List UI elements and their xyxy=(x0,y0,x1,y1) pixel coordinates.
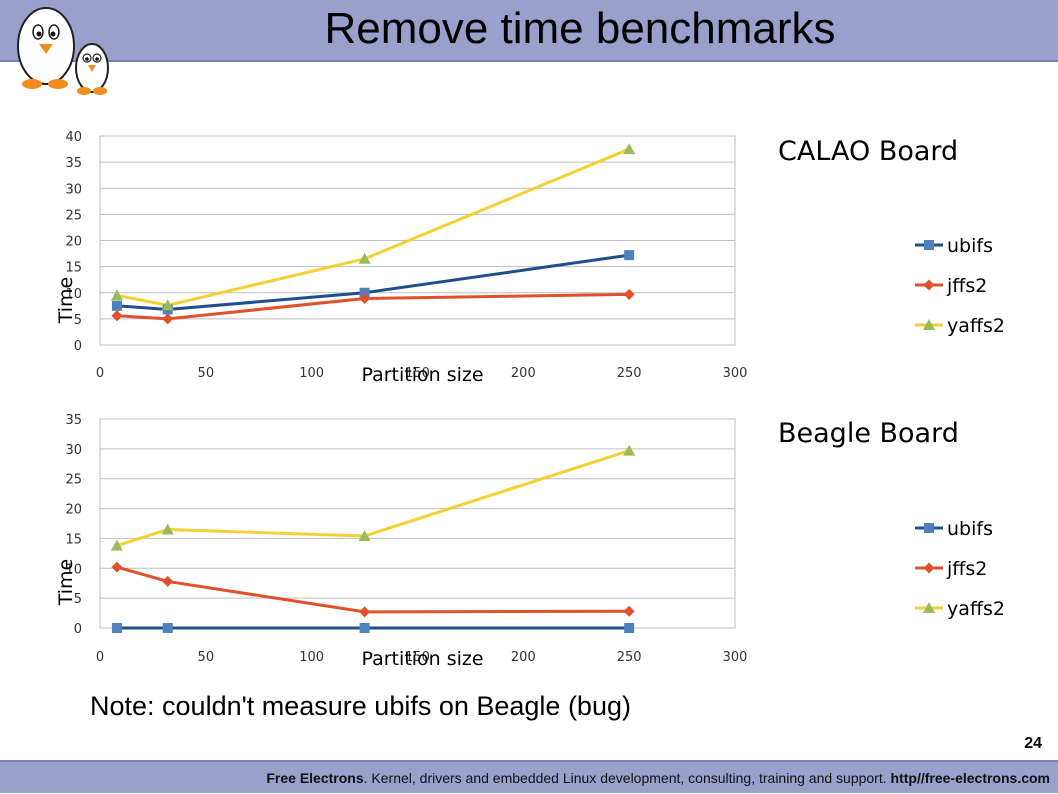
chart-1-legend-jffs2-label: jffs2 xyxy=(946,558,987,580)
page-number: 24 xyxy=(1024,735,1042,752)
slide-title: Remove time benchmarks xyxy=(324,4,836,53)
chart-1-legend-jffs2-marker xyxy=(923,562,935,574)
chart-0-yaffs2-point xyxy=(110,289,123,301)
chart-0-x-axis-title: Partition size xyxy=(361,364,483,386)
chart-0-y-tick-label: 5 xyxy=(74,313,82,328)
footer-text: . Kernel, drivers and embedded Linux dev… xyxy=(363,770,891,786)
chart-0-jffs2-point xyxy=(111,310,123,322)
chart-0-y-axis-title: Time xyxy=(55,277,77,325)
chart-1-ubifs-point xyxy=(111,623,122,633)
chart-1-x-tick-label: 100 xyxy=(299,650,324,665)
chart-0-legend-yaffs2-marker xyxy=(923,319,935,330)
footer-bar: Free Electrons. Kernel, drivers and embe… xyxy=(0,760,1058,793)
chart-1-x-tick-label: 300 xyxy=(723,650,748,665)
chart-0-x-tick-label: 250 xyxy=(617,366,642,381)
chart-1-x-axis-title: Partition size xyxy=(361,648,483,670)
chart-0-yaffs2-point xyxy=(161,299,174,311)
chart-0-yaffs2-point xyxy=(623,143,636,155)
chart-1-x-tick-label: 0 xyxy=(96,650,104,665)
chart-0-x-tick-label: 300 xyxy=(723,366,748,381)
chart-1-yaffs2-point xyxy=(358,530,371,542)
chart-0-legend-ubifs-label: ubifs xyxy=(947,235,993,257)
chart-1-y-tick-label: 0 xyxy=(74,622,82,637)
chart-1-yaffs2-point xyxy=(623,444,636,456)
chart-0-ubifs-point xyxy=(111,300,122,311)
chart-0-y-tick-label: 40 xyxy=(65,130,82,145)
chart-1-y-tick-label: 25 xyxy=(65,473,82,488)
footer-org: Free Electrons xyxy=(266,770,364,786)
chart-1-legend-ubifs-marker xyxy=(924,523,934,533)
chart-1-x-tick-label: 150 xyxy=(405,650,430,665)
chart-0-x-tick-label: 200 xyxy=(511,366,536,381)
chart-1-yaffs2-point xyxy=(161,523,174,535)
chart-0-y-tick-label: 10 xyxy=(65,287,82,302)
chart-1-y-tick-label: 30 xyxy=(65,443,82,458)
beagle-board-label: Beagle Board xyxy=(778,418,959,449)
chart-0-y-tick-label: 0 xyxy=(74,339,82,354)
chart-0-jffs2-line xyxy=(116,292,630,321)
chart-0-x-tick-label: 50 xyxy=(198,366,215,381)
chart-1-x-tick-label: 250 xyxy=(617,650,642,665)
chart-0-x-tick-label: 100 xyxy=(299,366,324,381)
chart-1-x-tick-label: 200 xyxy=(511,650,536,665)
chart-1-ubifs-point xyxy=(624,623,635,633)
penguin-logo-icon xyxy=(8,2,113,102)
chart-1-legend-ubifs-label: ubifs xyxy=(947,518,993,540)
chart-0-yaffs2-point xyxy=(358,252,371,264)
slide-note: Note: couldn't measure ubifs on Beagle (… xyxy=(90,691,631,721)
chart-1-y-tick-label: 20 xyxy=(65,503,82,518)
chart-1-jffs2-line xyxy=(116,565,630,614)
chart-0-y-tick-label: 35 xyxy=(65,156,82,171)
chart-1-jffs2-point xyxy=(623,605,635,617)
title-band xyxy=(0,0,1058,62)
chart-1-y-tick-label: 15 xyxy=(65,532,82,547)
chart-0-legend-jffs2-marker xyxy=(923,279,935,291)
chart-1-ubifs-point xyxy=(162,623,173,633)
chart-1-x-tick-label: 50 xyxy=(198,650,215,665)
chart-1-legend-yaffs2-label: yaffs2 xyxy=(947,598,1005,620)
chart-1-ubifs-point xyxy=(359,623,370,633)
chart-1-jffs2-point xyxy=(162,575,174,587)
chart-1-y-tick-label: 5 xyxy=(74,592,82,607)
chart-0-x-tick-label: 150 xyxy=(405,366,430,381)
chart-0-y-tick-label: 15 xyxy=(65,261,82,276)
chart-0-jffs2-point xyxy=(359,292,371,304)
chart-1-jffs2-point xyxy=(359,606,371,618)
chart-0-legend-jffs2-label: jffs2 xyxy=(946,275,987,297)
chart-1-legend-yaffs2-marker xyxy=(923,602,935,613)
chart-0-y-tick-label: 30 xyxy=(65,182,82,197)
chart-1-yaffs2-point xyxy=(110,539,123,551)
chart-0-x-tick-label: 0 xyxy=(96,366,104,381)
calao-board-label: CALAO Board xyxy=(778,136,959,167)
chart-0-yaffs2-line xyxy=(116,147,630,307)
chart-1-yaffs2-line xyxy=(116,449,630,548)
chart-1-y-tick-label: 35 xyxy=(65,413,82,428)
chart-1-y-axis-title: Time xyxy=(55,559,77,607)
chart-0-jffs2-point xyxy=(623,288,635,300)
chart-1-y-tick-label: 10 xyxy=(65,562,82,577)
chart-0-ubifs-point xyxy=(624,250,635,261)
chart-0-y-tick-label: 25 xyxy=(65,208,82,223)
chart-1-jffs2-point xyxy=(111,561,123,573)
footer-url[interactable]: http//free-electrons.com xyxy=(890,770,1050,786)
chart-0-legend-ubifs-marker xyxy=(924,240,934,250)
chart-0-y-tick-label: 20 xyxy=(65,235,82,250)
chart-0-jffs2-point xyxy=(162,313,174,325)
chart-0-ubifs-line xyxy=(116,253,630,311)
chart-1-plot-frame xyxy=(99,418,736,629)
chart-0-legend-yaffs2-label: yaffs2 xyxy=(947,315,1005,337)
chart-0-ubifs-point xyxy=(359,287,370,298)
